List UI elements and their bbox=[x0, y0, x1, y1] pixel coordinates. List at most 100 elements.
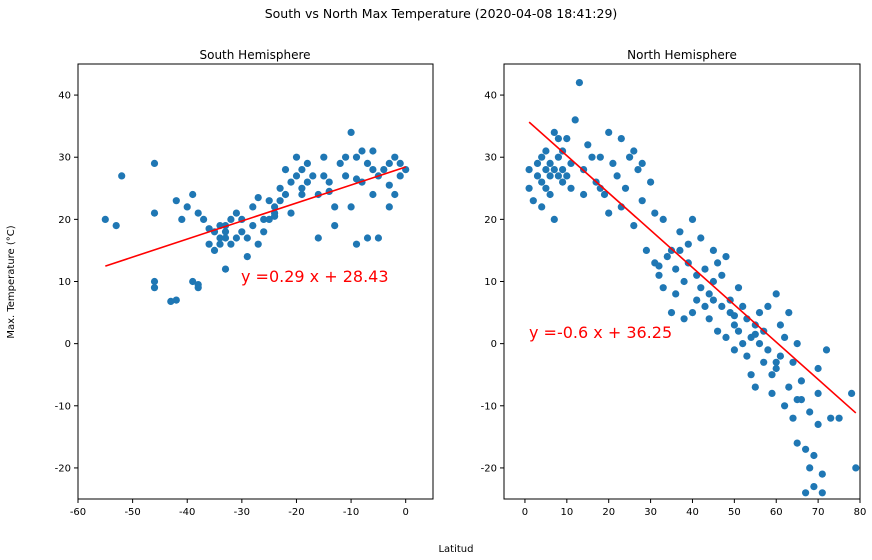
south-data-point bbox=[243, 253, 251, 261]
south-data-point bbox=[369, 147, 377, 155]
north-data-point bbox=[550, 215, 558, 223]
north-data-point bbox=[734, 327, 743, 335]
south-data-point bbox=[320, 172, 328, 180]
south-data-point bbox=[303, 159, 311, 167]
north-data-point bbox=[542, 184, 550, 192]
north-data-point bbox=[667, 246, 676, 254]
north-scatter-points bbox=[525, 79, 860, 497]
south-data-point bbox=[243, 234, 251, 242]
north-x-tick-label: 80 bbox=[854, 507, 867, 518]
north-data-point bbox=[827, 414, 835, 422]
north-data-point bbox=[709, 296, 718, 304]
north-data-point bbox=[772, 364, 780, 373]
south-data-point bbox=[363, 234, 372, 242]
south-data-point bbox=[276, 197, 284, 205]
south-data-point bbox=[396, 172, 404, 180]
north-data-point bbox=[613, 172, 621, 180]
north-data-point bbox=[739, 340, 747, 348]
south-data-point bbox=[342, 172, 350, 180]
north-data-point bbox=[554, 172, 563, 180]
north-data-point bbox=[638, 197, 646, 205]
south-data-point bbox=[150, 159, 159, 167]
south-data-point bbox=[227, 240, 235, 248]
north-data-point bbox=[634, 166, 642, 174]
north-data-point bbox=[609, 159, 617, 167]
north-data-point bbox=[617, 135, 625, 143]
south-data-point bbox=[292, 153, 301, 161]
south-data-point bbox=[276, 184, 284, 192]
south-data-point bbox=[172, 197, 180, 205]
north-data-point bbox=[806, 464, 814, 472]
south-data-point bbox=[112, 222, 120, 230]
south-y-tick-label: 30 bbox=[58, 153, 71, 164]
south-hemisphere-panel: South Hemisphere -60 -50 -40 -30 -20 -10 0 -20 -… bbox=[55, 48, 434, 518]
south-x-tick-label: -50 bbox=[124, 507, 140, 518]
south-data-point bbox=[118, 172, 126, 180]
north-data-point bbox=[789, 358, 797, 366]
north-data-point bbox=[533, 172, 542, 180]
south-data-point bbox=[221, 228, 230, 236]
south-data-point bbox=[281, 190, 290, 199]
north-y-tick-label: 0 bbox=[491, 339, 497, 350]
south-data-point bbox=[194, 284, 202, 292]
north-data-point bbox=[584, 141, 592, 149]
north-data-point bbox=[663, 253, 671, 261]
north-data-point bbox=[529, 197, 537, 205]
south-data-point bbox=[352, 240, 361, 248]
south-data-point bbox=[200, 215, 208, 223]
north-data-point bbox=[701, 302, 709, 310]
south-regression-line bbox=[105, 166, 406, 267]
figure-xlabel: Latitud bbox=[438, 544, 473, 555]
north-data-point bbox=[672, 265, 680, 273]
south-data-point bbox=[342, 153, 350, 161]
south-data-point bbox=[309, 172, 317, 180]
north-data-point bbox=[797, 377, 806, 385]
north-data-point bbox=[747, 371, 755, 379]
north-data-point bbox=[621, 184, 630, 192]
south-y-tick-label: 20 bbox=[58, 215, 71, 226]
north-data-point bbox=[554, 153, 563, 161]
figure-ylabel: Max. Temperature (°C) bbox=[6, 225, 17, 338]
figure-suptitle: South vs North Max Temperature (2020-04-… bbox=[265, 6, 618, 21]
north-data-point bbox=[785, 309, 793, 317]
south-data-point bbox=[287, 209, 295, 217]
north-data-point bbox=[789, 414, 797, 422]
north-data-point bbox=[588, 153, 596, 161]
north-data-point bbox=[655, 271, 663, 279]
south-data-point bbox=[216, 240, 224, 248]
south-data-point bbox=[385, 203, 393, 211]
south-data-point bbox=[385, 159, 393, 167]
south-data-point bbox=[287, 178, 295, 186]
north-data-point bbox=[697, 284, 705, 292]
south-data-point bbox=[172, 296, 180, 304]
north-data-point bbox=[776, 321, 785, 329]
south-x-tick-label: -20 bbox=[288, 507, 304, 518]
south-regression-equation: y =0.29 x + 28.43 bbox=[241, 267, 389, 286]
north-x-tick-label: 20 bbox=[602, 507, 615, 518]
south-data-point bbox=[189, 277, 197, 286]
north-data-point bbox=[680, 315, 688, 323]
north-data-point bbox=[718, 271, 726, 279]
north-y-tick-label: 40 bbox=[484, 91, 497, 102]
south-data-point bbox=[380, 166, 388, 174]
north-panel-title: North Hemisphere bbox=[627, 48, 737, 62]
north-data-point bbox=[810, 451, 818, 460]
south-data-point bbox=[189, 190, 197, 199]
south-data-point bbox=[271, 203, 279, 211]
north-data-point bbox=[542, 147, 550, 155]
south-data-point bbox=[292, 172, 301, 180]
north-data-point bbox=[630, 147, 638, 155]
south-data-point bbox=[352, 175, 361, 183]
north-data-point bbox=[739, 302, 747, 310]
north-data-point bbox=[818, 489, 826, 497]
north-data-point bbox=[676, 246, 684, 254]
north-y-tick-label: -10 bbox=[481, 401, 497, 412]
north-regression-equation: y =-0.6 x + 36.25 bbox=[529, 323, 672, 342]
north-data-point bbox=[651, 209, 659, 217]
north-data-point bbox=[525, 166, 533, 174]
north-data-point bbox=[596, 153, 604, 161]
south-data-point bbox=[150, 209, 159, 217]
south-data-point bbox=[221, 265, 230, 273]
north-hemisphere-panel: North Hemisphere 0 10 20 30 40 50 60 70 80 -20 -10… bbox=[481, 48, 867, 518]
north-data-point bbox=[705, 315, 713, 323]
